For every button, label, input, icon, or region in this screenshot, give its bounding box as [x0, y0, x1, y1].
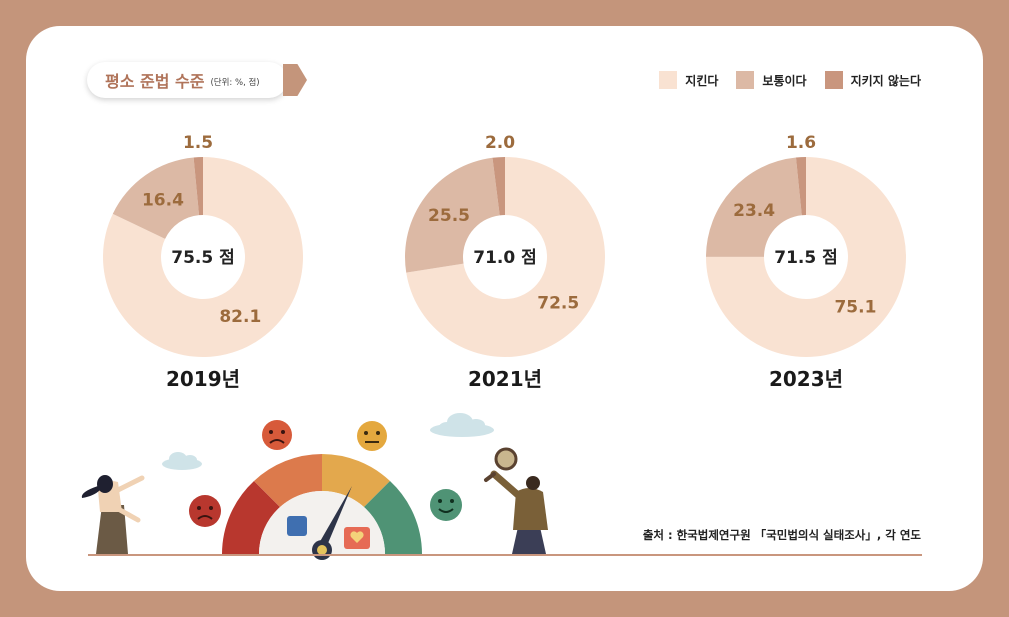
legend-item-normal: 보통이다 — [736, 71, 807, 89]
baseline-divider — [88, 554, 922, 556]
center-score-label: 71.5 점 — [774, 248, 838, 268]
legend-swatch — [736, 71, 755, 89]
slice-comply — [706, 156, 907, 358]
slice-not-comply — [492, 157, 505, 216]
data-label: 2.0 — [485, 133, 515, 153]
sad-face-icon — [189, 495, 221, 527]
slice-normal — [405, 157, 500, 273]
slice-normal — [706, 157, 802, 257]
legend-label: 지킨다 — [685, 73, 719, 88]
sad-face-icon — [262, 420, 292, 450]
legend-label: 보통이다 — [762, 73, 807, 88]
legend-swatch — [659, 71, 678, 89]
neutral-face-icon — [357, 421, 387, 451]
data-label: 1.5 — [183, 133, 213, 153]
happy-face-icon — [430, 489, 462, 521]
legend-item-not-comply: 지키지 않는다 — [824, 71, 921, 89]
legend-label: 지키지 않는다 — [850, 73, 921, 88]
woman-figure-icon — [81, 475, 145, 554]
center-score-label: 75.5 점 — [171, 248, 235, 268]
slice-comply — [406, 157, 606, 357]
slice-normal — [112, 157, 200, 239]
center-score-label: 71.0 점 — [473, 248, 537, 268]
data-label: 82.1 — [219, 307, 261, 327]
legend-swatch — [824, 71, 843, 89]
chart-title-pill: 평소 준법 수준 (단위: %, 점) — [87, 62, 287, 98]
man-with-magnifier-icon — [484, 447, 548, 554]
slice-not-comply — [795, 157, 806, 216]
gauge-icon — [222, 454, 422, 560]
year-label: 2019년 — [166, 367, 240, 391]
legend-item-comply: 지킨다 — [659, 71, 718, 89]
data-label: 72.5 — [537, 293, 579, 313]
data-label: 23.4 — [733, 201, 775, 221]
slice-comply — [102, 157, 304, 357]
data-label: 1.6 — [786, 133, 816, 153]
source-note: 출처 : 한국법제연구원 「국민법의식 실태조사」, 각 연도 — [642, 528, 921, 542]
chart-unit: (단위: %, 점) — [210, 78, 260, 88]
cloud-icon — [162, 413, 494, 470]
legend: 지킨다 보통이다 지키지 않는다 — [659, 71, 921, 89]
chart-title: 평소 준법 수준 — [105, 72, 205, 91]
slice-not-comply — [193, 157, 203, 216]
data-label: 16.4 — [142, 191, 184, 211]
data-label: 25.5 — [428, 206, 470, 226]
thumbs-up-icon — [287, 516, 307, 536]
year-label: 2021년 — [468, 367, 542, 391]
data-label: 75.1 — [834, 298, 876, 318]
year-label: 2023년 — [769, 367, 843, 391]
